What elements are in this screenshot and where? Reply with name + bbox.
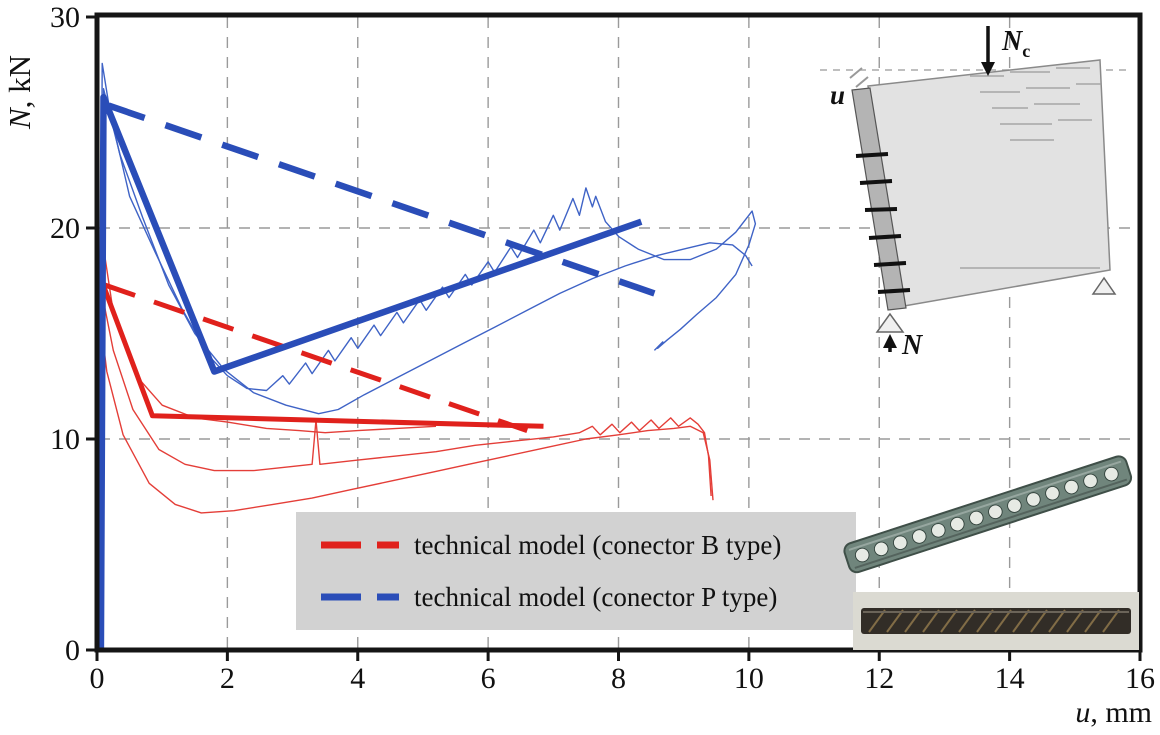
top-load-label: Nc (1001, 26, 1030, 61)
x-tick-label: 10 (734, 662, 764, 695)
legend-dash-sample-b (321, 541, 399, 549)
legend-label-p: technical model (conector P type) (414, 581, 778, 612)
y-tick-label: 20 (50, 212, 80, 245)
top-load-arrow-head (981, 62, 995, 76)
y-tick-label: 30 (50, 1, 80, 34)
x-tick-label: 6 (481, 662, 496, 695)
x-axis-unit: , mm (1090, 696, 1152, 729)
y-axis-title: N, kN (2, 32, 42, 152)
inset-diagram: Nc u N (820, 26, 1132, 354)
legend-item-p: technical model (conector P type) (318, 575, 856, 619)
legend-dash-sample-p (321, 593, 399, 601)
strip-highlight (848, 460, 1122, 551)
series-model-P-solid (97, 93, 643, 651)
support-triangle-left (875, 312, 905, 333)
displacement-break-marks (849, 67, 869, 88)
masonry-wall (867, 59, 1111, 307)
legend: technical model (conector B type) techni… (296, 512, 856, 630)
legend-label-b: technical model (conector B type) (414, 529, 782, 560)
strip-shadow (854, 478, 1128, 569)
x-tick-label: 8 (611, 662, 626, 695)
y-tick-label: 10 (50, 423, 80, 456)
x-tick-label: 16 (1125, 662, 1155, 695)
top-load-subscript: c (1022, 41, 1030, 61)
series-model-B-dashed (103, 282, 529, 433)
y-axis-variable: N (2, 108, 37, 130)
support-triangle-right (1091, 276, 1117, 295)
bottom-load-label: N (901, 330, 924, 354)
rod-spiral-texture (868, 609, 1120, 633)
series-experiment-B-1 (98, 284, 712, 651)
bottom-load-arrow-head (883, 334, 897, 348)
rod-body (861, 608, 1131, 634)
series-experiment-B-2 (98, 311, 714, 651)
x-tick-label: 2 (220, 662, 235, 695)
brick-course-lines (960, 67, 1102, 269)
perforated-strip-photo (843, 455, 1133, 574)
strip-holes (854, 466, 1119, 563)
connector-photos (843, 455, 1139, 650)
displacement-label: u (830, 80, 845, 110)
x-axis-variable: u (1075, 696, 1091, 729)
y-tick-label: 0 (65, 634, 80, 667)
y-axis-unit: , kN (2, 54, 37, 109)
x-tick-label: 4 (350, 662, 365, 695)
x-tick-label: 12 (864, 662, 894, 695)
rebar-rod-photo (853, 592, 1139, 650)
strip-body (843, 455, 1133, 574)
legend-item-b: technical model (conector B type) (318, 523, 856, 567)
x-tick-label: 0 (90, 662, 105, 695)
x-tick-label: 14 (995, 662, 1025, 695)
connector-ticks (855, 152, 911, 294)
top-load-variable: N (1001, 26, 1024, 57)
x-axis-title: u, mm (1040, 696, 1152, 730)
series-model-P-dashed (107, 102, 656, 297)
series-experiment-P-2 (98, 87, 753, 651)
